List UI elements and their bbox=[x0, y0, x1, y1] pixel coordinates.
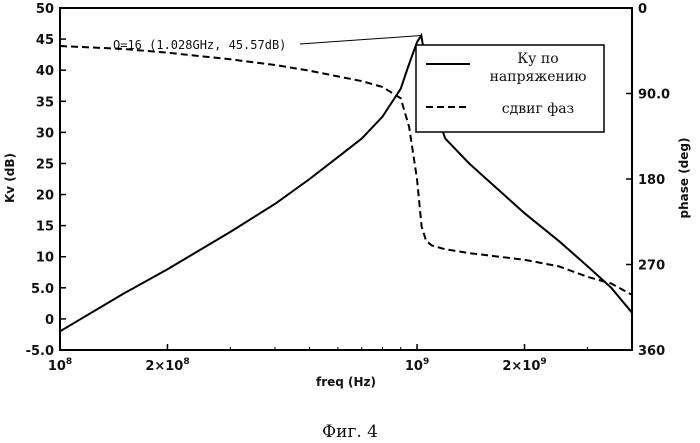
y-axis-right-label: phase (deg) bbox=[677, 138, 691, 219]
legend-label-gain-1: Ку по bbox=[517, 51, 558, 67]
y-left-tick-label: 0 bbox=[45, 313, 54, 328]
x-tick-label: 2×108 bbox=[145, 357, 189, 374]
y-left-tick-label: 15 bbox=[36, 220, 54, 235]
y-left-tick-label: 30 bbox=[36, 126, 54, 141]
y-right-tick-label: 270 bbox=[638, 259, 665, 274]
x-tick-label: 108 bbox=[48, 357, 72, 374]
y-right-tick-label: 0 bbox=[638, 2, 647, 17]
x-axis: 108 2×108 109 2×109 bbox=[48, 344, 632, 374]
y-left-tick-label: 45 bbox=[36, 33, 54, 48]
y-left-tick-label: 35 bbox=[36, 95, 54, 110]
x-tick-label: 2×109 bbox=[502, 357, 546, 374]
legend-box bbox=[416, 45, 604, 132]
y-left-tick-label: 50 bbox=[36, 2, 54, 17]
figure-caption: Фиг. 4 bbox=[322, 422, 378, 442]
y-axis-left-label: Kv (dB) bbox=[3, 153, 17, 203]
legend-label-gain-2: напряжению bbox=[490, 69, 587, 85]
legend-label-phase: сдвиг фаз bbox=[502, 101, 574, 117]
y-left-tick-label: 40 bbox=[36, 64, 54, 79]
y-right-tick-label: 90.0 bbox=[638, 88, 670, 103]
x-tick-label: 109 bbox=[405, 357, 429, 374]
y-left-tick-label: 10 bbox=[36, 251, 54, 266]
legend: Ку по напряжению сдвиг фаз bbox=[416, 45, 604, 132]
y-left-tick-label: 20 bbox=[36, 189, 54, 204]
y-left-tick-label: 5.0 bbox=[31, 282, 54, 297]
y-right-tick-label: 180 bbox=[638, 173, 665, 188]
y-left-tick-label: 25 bbox=[36, 157, 54, 172]
annotation-leader bbox=[300, 36, 421, 44]
x-axis-label: freq (Hz) bbox=[316, 375, 376, 389]
y-right-tick-label: 360 bbox=[638, 344, 665, 359]
annotation-label: Q=16 (1.028GHz, 45.57dB) bbox=[113, 38, 286, 52]
y-left-tick-label: -5.0 bbox=[26, 344, 54, 359]
